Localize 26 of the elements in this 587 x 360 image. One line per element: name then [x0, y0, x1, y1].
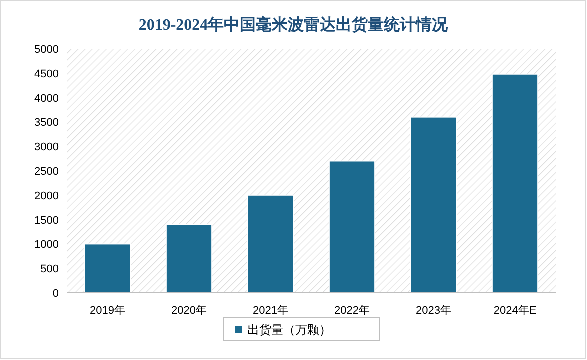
y-tick-label: 0 — [52, 288, 59, 300]
bar — [328, 160, 376, 294]
x-tick-label: 2021年 — [253, 305, 288, 317]
y-tick-label: 2000 — [34, 190, 59, 202]
y-tick-label: 4000 — [34, 92, 59, 105]
x-tick-label: 2023年 — [416, 305, 452, 317]
y-tick-label: 4500 — [34, 68, 59, 80]
y-tick-label: 1500 — [34, 214, 59, 227]
bar — [492, 74, 539, 294]
y-tick-label: 3500 — [34, 117, 59, 130]
chart-title: 2019-2024年中国毫米波雷达出货量统计情况 — [138, 15, 450, 34]
x-tick-label: 2019年 — [90, 305, 126, 317]
bar — [247, 194, 294, 294]
bar — [166, 224, 213, 294]
legend-label: 出货量（万颗） — [248, 323, 332, 337]
bar — [410, 116, 458, 294]
y-tick-label: 500 — [40, 264, 59, 276]
x-tick-label: 2020年 — [172, 305, 207, 317]
y-tick-label: 1000 — [34, 239, 59, 252]
y-tick-label: 2500 — [34, 166, 59, 178]
bar — [84, 244, 132, 294]
y-tick-label: 5000 — [34, 44, 59, 56]
x-tick-label: 2024年E — [494, 305, 537, 317]
x-tick-label: 2022年 — [334, 305, 370, 317]
legend: 出货量（万颗） — [223, 318, 380, 342]
y-tick-label: 3000 — [34, 142, 59, 154]
